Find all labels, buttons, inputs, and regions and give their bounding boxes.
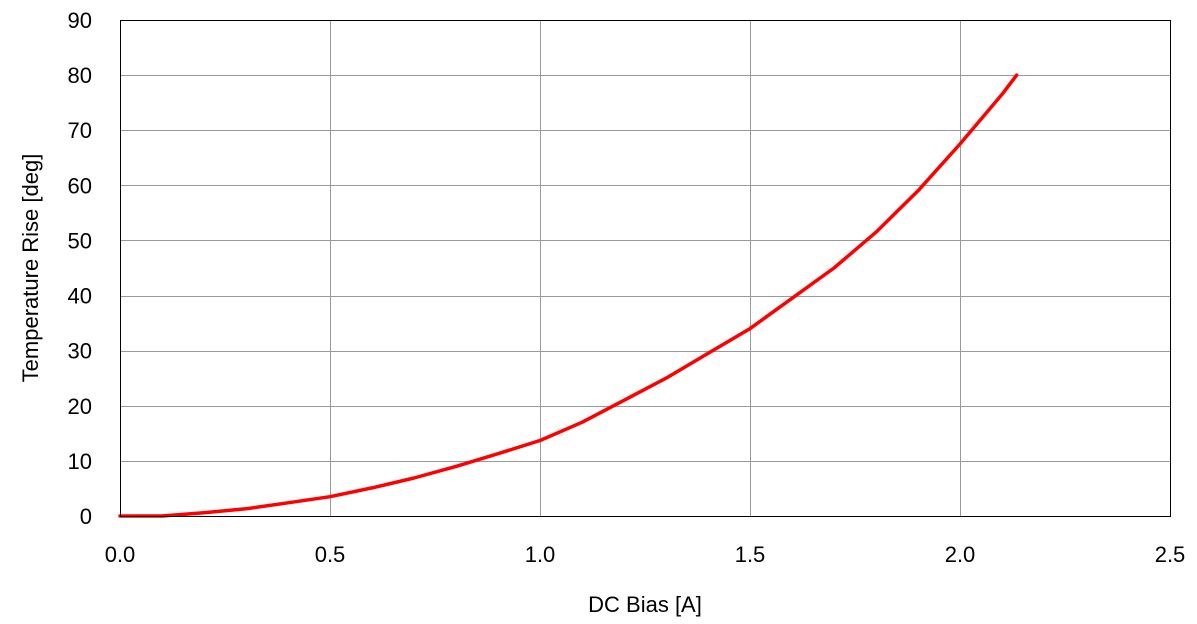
y-tick-label: 20 — [68, 394, 92, 419]
y-tick-label: 80 — [68, 63, 92, 88]
x-tick-label: 0.5 — [315, 542, 346, 567]
x-tick-label: 2.0 — [945, 542, 976, 567]
y-tick-label: 50 — [68, 228, 92, 253]
series-layer — [118, 73, 1019, 518]
y-axis-tick-labels: 0 10 20 30 40 50 60 70 80 90 — [68, 8, 92, 529]
y-tick-label: 10 — [68, 449, 92, 474]
x-tick-label: 2.5 — [1155, 542, 1186, 567]
y-tick-label: 30 — [68, 339, 92, 364]
x-tick-label: 1.5 — [735, 542, 766, 567]
y-tick-label: 60 — [68, 173, 92, 198]
y-axis-title: Temperature Rise [deg] — [18, 154, 43, 383]
y-tick-label: 0 — [80, 504, 92, 529]
series-line-0 — [118, 73, 1019, 518]
y-tick-label: 40 — [68, 284, 92, 309]
x-tick-label: 0.0 — [105, 542, 136, 567]
y-tick-label: 70 — [68, 118, 92, 143]
plot-area-frame — [120, 20, 1171, 517]
y-tick-label: 90 — [68, 8, 92, 33]
x-axis-tick-labels: 0.0 0.5 1.0 1.5 2.0 2.5 — [105, 542, 1186, 567]
grid-lines — [120, 20, 1170, 516]
x-tick-label: 1.0 — [525, 542, 556, 567]
x-axis-title: DC Bias [A] — [588, 592, 702, 617]
